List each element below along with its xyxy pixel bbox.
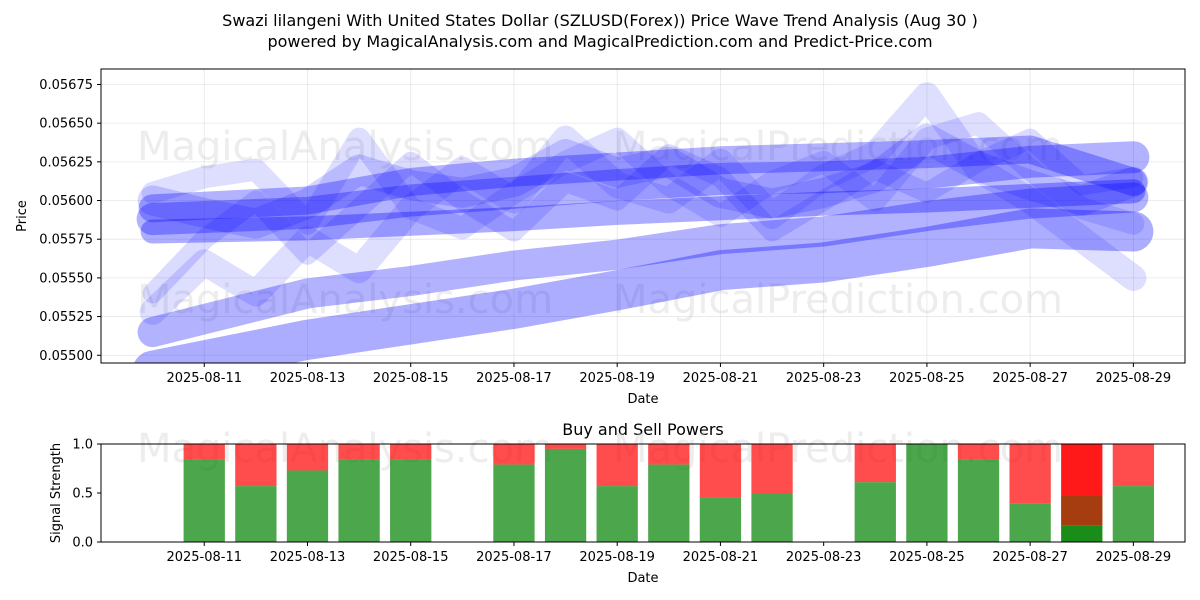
price-wave-line: [137, 182, 1149, 348]
watermark: MagicalPrediction.com: [613, 277, 1063, 323]
signal-y-axis-label: Signal Strength: [49, 443, 64, 543]
signal-panel: Buy and Sell Powers MagicalAnalysis.com …: [49, 420, 1186, 586]
sell-power-bar: [1009, 444, 1051, 504]
x-tick-label: 2025-08-29: [1096, 371, 1172, 386]
y-tick-label: 0.05550: [39, 271, 93, 286]
sell-power-bar: [1061, 444, 1103, 526]
watermark: MagicalPrediction.com: [613, 124, 1063, 170]
price-plot-area: [101, 69, 1185, 363]
buy-power-bar: [596, 486, 638, 542]
sell-power-bar: [957, 444, 1000, 460]
signal-axes-ticks: 2025-08-11 2025-08-13 2025-08-15 2025-08-17…: [72, 438, 1171, 566]
buy-power-bar: [1009, 503, 1051, 542]
price-wave-line: [134, 208, 1154, 363]
watermark: MagicalAnalysis.com: [137, 277, 553, 323]
signal-bars: [183, 444, 1155, 542]
buy-power-bar: [906, 444, 948, 542]
signal-plot-area: [101, 444, 1185, 542]
signal-x-tick-label: 2025-08-27: [992, 550, 1068, 565]
signal-panel-title: Buy and Sell Powers: [562, 420, 724, 439]
x-tick-label: 2025-08-19: [579, 371, 655, 386]
buy-power-bar: [544, 448, 587, 542]
price-wave-line: [139, 82, 1147, 325]
y-tick-label: 0.05675: [39, 78, 93, 93]
price-wave-line: [141, 112, 1145, 240]
sell-power-bar: [338, 444, 380, 460]
signal-x-tick-label: 2025-08-11: [166, 550, 242, 565]
signal-y-tick-label: 0.5: [72, 487, 93, 502]
buy-power-overlay: [1061, 495, 1103, 526]
watermark: MagicalAnalysis.com: [137, 124, 553, 170]
price-wave-bands: [134, 82, 1154, 363]
sell-power-bar: [183, 444, 225, 460]
sell-power-bar: [699, 444, 742, 498]
buy-power-bar: [1112, 486, 1155, 542]
price-wave-line: [140, 179, 1146, 244]
buy-power-bar: [183, 459, 225, 542]
signal-x-axis-label: Date: [627, 571, 658, 586]
price-grid: [101, 69, 1185, 363]
x-tick-label: 2025-08-11: [166, 371, 242, 386]
buy-power-bar: [338, 459, 380, 542]
signal-x-tick-label: 2025-08-15: [373, 550, 449, 565]
x-tick-label: 2025-08-21: [683, 371, 759, 386]
price-wave-line: [137, 123, 1149, 239]
sell-power-bar: [390, 444, 432, 460]
price-wave-line: [138, 135, 1148, 223]
buy-power-bar: [1061, 525, 1103, 542]
x-tick-label: 2025-08-13: [270, 371, 346, 386]
buy-power-bar: [493, 464, 535, 542]
y-tick-label: 0.05525: [39, 310, 93, 325]
signal-x-tick-label: 2025-08-25: [889, 550, 965, 565]
price-plot-frame: [100, 68, 1186, 364]
signal-y-tick-label: 1.0: [72, 438, 93, 453]
x-tick-label: 2025-08-17: [476, 371, 552, 386]
buy-power-bar: [854, 482, 896, 542]
buy-power-bar: [286, 470, 329, 542]
x-tick-label: 2025-08-25: [889, 371, 965, 386]
price-wave-line: [142, 128, 1144, 304]
y-tick-label: 0.05650: [39, 117, 93, 132]
y-tick-label: 0.05600: [39, 194, 93, 209]
price-axes-ticks: 2025-08-11 2025-08-13 2025-08-15 2025-08-17…: [39, 78, 1171, 386]
signal-y-tick-label: 0.0: [72, 536, 93, 551]
chart-subtitle: powered by MagicalAnalysis.com and Magic…: [267, 32, 932, 51]
buy-power-bar: [957, 459, 1000, 542]
y-tick-label: 0.05575: [39, 233, 93, 248]
sell-power-bar: [286, 444, 329, 471]
price-wave-line: [136, 141, 1150, 236]
x-tick-label: 2025-08-23: [786, 371, 862, 386]
buy-power-bar: [751, 493, 793, 542]
sell-power-bar: [1112, 444, 1155, 487]
y-tick-label: 0.05625: [39, 155, 93, 170]
sell-power-bar: [854, 444, 896, 483]
signal-x-tick-label: 2025-08-13: [270, 550, 346, 565]
chart-title: Swazi lilangeni With United States Dolla…: [222, 11, 978, 30]
sell-power-bar: [493, 444, 535, 465]
price-panel: MagicalAnalysis.com MagicalPrediction.co…: [15, 68, 1186, 407]
signal-x-tick-label: 2025-08-19: [579, 550, 655, 565]
sell-power-bar: [648, 444, 690, 465]
x-tick-label: 2025-08-15: [373, 371, 449, 386]
y-axis-label: Price: [15, 200, 30, 232]
y-tick-label: 0.05500: [39, 349, 93, 364]
signal-x-tick-label: 2025-08-23: [786, 550, 862, 565]
sell-power-bar: [751, 444, 793, 493]
buy-power-bar: [648, 464, 690, 542]
buy-power-bar: [699, 497, 742, 542]
sell-power-bar: [544, 444, 587, 449]
sell-power-bar: [235, 444, 277, 487]
buy-power-bar: [235, 486, 277, 542]
signal-x-tick-label: 2025-08-29: [1096, 550, 1172, 565]
sell-power-bar: [596, 444, 638, 487]
buy-power-bar: [390, 459, 432, 542]
signal-x-tick-label: 2025-08-21: [683, 550, 759, 565]
x-axis-label: Date: [627, 392, 658, 407]
signal-x-tick-label: 2025-08-17: [476, 550, 552, 565]
x-tick-label: 2025-08-27: [992, 371, 1068, 386]
